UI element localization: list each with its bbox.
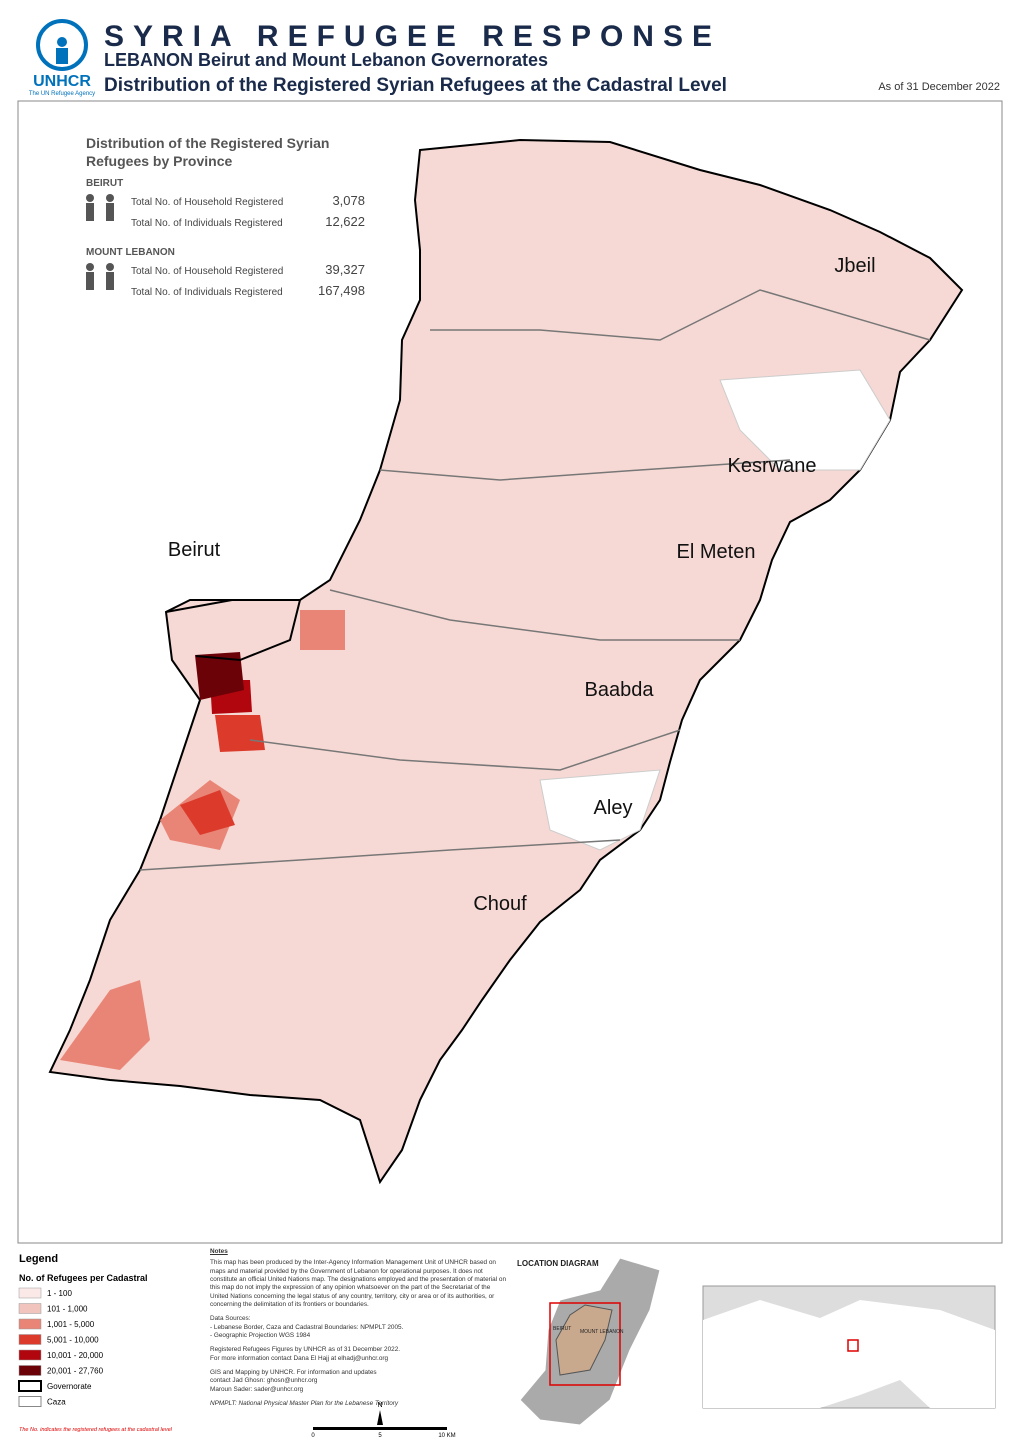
- legend-swatch: [18, 1380, 42, 1392]
- caza-label: Kesrwane: [728, 455, 817, 477]
- caza-label: Chouf: [473, 893, 527, 915]
- legend-label: Governorate: [47, 1382, 92, 1391]
- map: [48, 138, 964, 1185]
- legend-label: Caza: [47, 1398, 66, 1407]
- empty-area: [719, 369, 891, 471]
- subtitle: LEBANON Beirut and Mount Lebanon Governo…: [104, 50, 548, 70]
- note-paragraph: NPMPLT: National Physical Master Plan fo…: [210, 1399, 399, 1407]
- caza-label: Beirut: [168, 539, 221, 561]
- legend-label: 5,001 - 10,000: [47, 1336, 99, 1345]
- mount-lebanon-shape: [555, 1304, 613, 1376]
- caza-label: Jbeil: [834, 255, 875, 277]
- person-icon: [106, 263, 114, 271]
- scale-tick: 5: [378, 1433, 382, 1439]
- note-paragraph: This map has been produced by the Inter-…: [210, 1259, 507, 1308]
- scale-tick: 0: [311, 1433, 315, 1439]
- stat-label: Total No. of Individuals Registered: [131, 218, 283, 229]
- caza-line: [379, 459, 791, 481]
- title: SYRIA REFUGEE RESPONSE: [104, 20, 721, 53]
- stat-label: Total No. of Household Registered: [131, 266, 283, 277]
- person-icon: [106, 203, 114, 221]
- note-paragraph: Registered Refugees Figures by UNHCR as …: [210, 1346, 401, 1362]
- logo-tagline: The UN Refugee Agency: [29, 91, 95, 97]
- area-high: [300, 610, 345, 650]
- area-high: [60, 980, 150, 1070]
- summary-title: Distribution of the Registered Syrian Ref…: [86, 135, 329, 169]
- legend-label: 20,001 - 27,760: [47, 1367, 104, 1376]
- legend-label: 1,001 - 5,000: [47, 1320, 95, 1329]
- legend-swatch: [18, 1365, 42, 1376]
- scale-bar: [313, 1427, 447, 1430]
- notes-title: Notes: [210, 1248, 228, 1255]
- stat-value: 167,498: [318, 283, 365, 298]
- focus-box: [549, 1302, 621, 1386]
- province-name: MOUNT LEBANON: [86, 247, 175, 258]
- legend-label: 101 - 1,000: [47, 1305, 88, 1314]
- area-max: [195, 652, 244, 700]
- caza-label: Aley: [594, 797, 633, 819]
- person-icon: [86, 203, 94, 221]
- legend-swatch: [18, 1349, 42, 1361]
- person-icon: [86, 272, 94, 290]
- location-label: BEIRUT: [553, 1326, 571, 1332]
- inset-marker: [847, 1339, 859, 1352]
- legend-label: 1 - 100: [47, 1289, 72, 1298]
- area-very-high: [180, 790, 235, 835]
- caza-line: [139, 839, 621, 871]
- area-very-high: [215, 715, 265, 752]
- note-paragraph: Data Sources: - Lebanese Border, Caza an…: [210, 1315, 404, 1339]
- legend-swatch: [18, 1303, 42, 1314]
- scale-tick: 10 KM: [438, 1433, 455, 1439]
- logo: [36, 19, 88, 71]
- legend-swatch: [18, 1318, 42, 1330]
- notes: Notes This map has been produced by the …: [210, 1248, 510, 1414]
- stat-value: 39,327: [325, 262, 365, 277]
- legend-subtitle: No. of Refugees per Cadastral: [19, 1273, 148, 1283]
- location-label: MOUNT LEBANON: [580, 1329, 624, 1335]
- stat-label: Total No. of Individuals Registered: [131, 287, 283, 298]
- legend-title: Legend: [19, 1253, 58, 1265]
- province-name: BEIRUT: [86, 178, 123, 189]
- person-icon: [106, 194, 114, 202]
- note-paragraph: GIS and Mapping by UNHCR. For informatio…: [210, 1368, 377, 1393]
- legend-swatch: [18, 1287, 42, 1299]
- caza-label: El Meten: [677, 541, 756, 563]
- stat-value: 12,622: [325, 214, 365, 229]
- caza-line: [430, 289, 931, 341]
- stat-label: Total No. of Household Registered: [131, 197, 283, 208]
- north-arrow: N: [377, 1402, 382, 1409]
- person-icon: [86, 263, 94, 271]
- caza-line: [249, 729, 681, 771]
- stat-value: 3,078: [332, 193, 365, 208]
- legend-swatch: [18, 1396, 42, 1407]
- footnote: The No. indicates the registered refugee…: [19, 1427, 173, 1433]
- caza-label: Baabda: [585, 679, 655, 701]
- legend-swatch: [18, 1334, 42, 1345]
- land: [703, 1300, 995, 1408]
- caza-line: [329, 589, 740, 641]
- heading: Distribution of the Registered Syrian Re…: [104, 75, 727, 96]
- governorate-line: [165, 599, 302, 662]
- legend-label: 10,001 - 20,000: [47, 1351, 104, 1360]
- north-arrow-shape: [377, 1410, 383, 1425]
- person-icon: [106, 272, 114, 290]
- logo-text: UNHCR: [33, 73, 91, 90]
- date: As of 31 December 2022: [878, 81, 1000, 93]
- location-title: LOCATION DIAGRAM: [517, 1259, 599, 1268]
- person-icon: [86, 194, 94, 202]
